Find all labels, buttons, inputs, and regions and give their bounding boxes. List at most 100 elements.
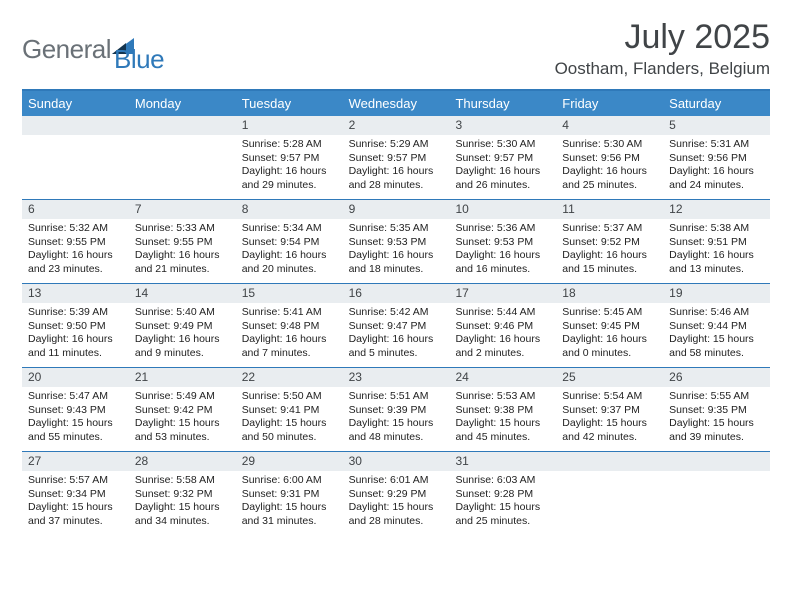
weekday-header: Sunday [22, 91, 129, 116]
day-number: 21 [129, 368, 236, 387]
calendar-day: 18Sunrise: 5:45 AMSunset: 9:45 PMDayligh… [556, 284, 663, 367]
day-number: 16 [343, 284, 450, 303]
calendar: SundayMondayTuesdayWednesdayThursdayFrid… [22, 89, 770, 535]
day-number: 18 [556, 284, 663, 303]
day-number: 26 [663, 368, 770, 387]
day-number: 9 [343, 200, 450, 219]
weekday-header: Wednesday [343, 91, 450, 116]
day-number: 12 [663, 200, 770, 219]
calendar-day: 5Sunrise: 5:31 AMSunset: 9:56 PMDaylight… [663, 116, 770, 199]
day-details: Sunrise: 5:33 AMSunset: 9:55 PMDaylight:… [129, 219, 236, 280]
calendar-day: 29Sunrise: 6:00 AMSunset: 9:31 PMDayligh… [236, 452, 343, 535]
day-number: 14 [129, 284, 236, 303]
day-number: 29 [236, 452, 343, 471]
day-number: 8 [236, 200, 343, 219]
calendar-page: General Blue July 2025 Oostham, Flanders… [0, 0, 792, 535]
day-number: 1 [236, 116, 343, 135]
day-number: 4 [556, 116, 663, 135]
day-number: 3 [449, 116, 556, 135]
logo: General Blue [22, 24, 164, 75]
day-details: Sunrise: 5:58 AMSunset: 9:32 PMDaylight:… [129, 471, 236, 532]
calendar-week: 6Sunrise: 5:32 AMSunset: 9:55 PMDaylight… [22, 200, 770, 284]
day-details: Sunrise: 5:54 AMSunset: 9:37 PMDaylight:… [556, 387, 663, 448]
day-details: Sunrise: 5:47 AMSunset: 9:43 PMDaylight:… [22, 387, 129, 448]
day-details: Sunrise: 5:40 AMSunset: 9:49 PMDaylight:… [129, 303, 236, 364]
calendar-day: 31Sunrise: 6:03 AMSunset: 9:28 PMDayligh… [449, 452, 556, 535]
day-number: 24 [449, 368, 556, 387]
calendar-grid: 1Sunrise: 5:28 AMSunset: 9:57 PMDaylight… [22, 116, 770, 535]
day-details: Sunrise: 5:49 AMSunset: 9:42 PMDaylight:… [129, 387, 236, 448]
day-number: 17 [449, 284, 556, 303]
calendar-day: 19Sunrise: 5:46 AMSunset: 9:44 PMDayligh… [663, 284, 770, 367]
calendar-day: 30Sunrise: 6:01 AMSunset: 9:29 PMDayligh… [343, 452, 450, 535]
day-number: 30 [343, 452, 450, 471]
day-details: Sunrise: 5:35 AMSunset: 9:53 PMDaylight:… [343, 219, 450, 280]
calendar-day [129, 116, 236, 199]
calendar-day: 23Sunrise: 5:51 AMSunset: 9:39 PMDayligh… [343, 368, 450, 451]
day-details: Sunrise: 5:55 AMSunset: 9:35 PMDaylight:… [663, 387, 770, 448]
day-details: Sunrise: 5:53 AMSunset: 9:38 PMDaylight:… [449, 387, 556, 448]
weekday-header: Monday [129, 91, 236, 116]
header: General Blue July 2025 Oostham, Flanders… [22, 18, 770, 79]
day-number: 20 [22, 368, 129, 387]
calendar-day: 3Sunrise: 5:30 AMSunset: 9:57 PMDaylight… [449, 116, 556, 199]
day-number [22, 116, 129, 135]
calendar-week: 13Sunrise: 5:39 AMSunset: 9:50 PMDayligh… [22, 284, 770, 368]
day-details: Sunrise: 5:44 AMSunset: 9:46 PMDaylight:… [449, 303, 556, 364]
day-number: 31 [449, 452, 556, 471]
day-number: 2 [343, 116, 450, 135]
day-details: Sunrise: 5:45 AMSunset: 9:45 PMDaylight:… [556, 303, 663, 364]
day-number: 23 [343, 368, 450, 387]
day-details: Sunrise: 5:28 AMSunset: 9:57 PMDaylight:… [236, 135, 343, 196]
calendar-day: 10Sunrise: 5:36 AMSunset: 9:53 PMDayligh… [449, 200, 556, 283]
weekday-header: Thursday [449, 91, 556, 116]
calendar-day: 15Sunrise: 5:41 AMSunset: 9:48 PMDayligh… [236, 284, 343, 367]
calendar-day: 27Sunrise: 5:57 AMSunset: 9:34 PMDayligh… [22, 452, 129, 535]
calendar-day: 21Sunrise: 5:49 AMSunset: 9:42 PMDayligh… [129, 368, 236, 451]
calendar-day: 1Sunrise: 5:28 AMSunset: 9:57 PMDaylight… [236, 116, 343, 199]
day-number: 19 [663, 284, 770, 303]
calendar-day: 17Sunrise: 5:44 AMSunset: 9:46 PMDayligh… [449, 284, 556, 367]
calendar-day: 7Sunrise: 5:33 AMSunset: 9:55 PMDaylight… [129, 200, 236, 283]
day-number [663, 452, 770, 471]
day-details: Sunrise: 5:37 AMSunset: 9:52 PMDaylight:… [556, 219, 663, 280]
calendar-day: 26Sunrise: 5:55 AMSunset: 9:35 PMDayligh… [663, 368, 770, 451]
day-details: Sunrise: 5:50 AMSunset: 9:41 PMDaylight:… [236, 387, 343, 448]
calendar-day: 25Sunrise: 5:54 AMSunset: 9:37 PMDayligh… [556, 368, 663, 451]
day-details: Sunrise: 6:00 AMSunset: 9:31 PMDaylight:… [236, 471, 343, 532]
day-number: 13 [22, 284, 129, 303]
day-number: 6 [22, 200, 129, 219]
day-details: Sunrise: 5:46 AMSunset: 9:44 PMDaylight:… [663, 303, 770, 364]
calendar-day: 16Sunrise: 5:42 AMSunset: 9:47 PMDayligh… [343, 284, 450, 367]
day-details: Sunrise: 5:30 AMSunset: 9:57 PMDaylight:… [449, 135, 556, 196]
calendar-week: 1Sunrise: 5:28 AMSunset: 9:57 PMDaylight… [22, 116, 770, 200]
calendar-day: 12Sunrise: 5:38 AMSunset: 9:51 PMDayligh… [663, 200, 770, 283]
calendar-day: 22Sunrise: 5:50 AMSunset: 9:41 PMDayligh… [236, 368, 343, 451]
day-details: Sunrise: 5:32 AMSunset: 9:55 PMDaylight:… [22, 219, 129, 280]
weekday-header: Tuesday [236, 91, 343, 116]
day-details: Sunrise: 5:30 AMSunset: 9:56 PMDaylight:… [556, 135, 663, 196]
day-number [556, 452, 663, 471]
day-details: Sunrise: 6:03 AMSunset: 9:28 PMDaylight:… [449, 471, 556, 532]
day-number: 27 [22, 452, 129, 471]
calendar-day: 11Sunrise: 5:37 AMSunset: 9:52 PMDayligh… [556, 200, 663, 283]
calendar-day: 8Sunrise: 5:34 AMSunset: 9:54 PMDaylight… [236, 200, 343, 283]
calendar-week: 20Sunrise: 5:47 AMSunset: 9:43 PMDayligh… [22, 368, 770, 452]
day-details: Sunrise: 5:34 AMSunset: 9:54 PMDaylight:… [236, 219, 343, 280]
calendar-week: 27Sunrise: 5:57 AMSunset: 9:34 PMDayligh… [22, 452, 770, 535]
day-number: 11 [556, 200, 663, 219]
calendar-day: 20Sunrise: 5:47 AMSunset: 9:43 PMDayligh… [22, 368, 129, 451]
day-details: Sunrise: 5:57 AMSunset: 9:34 PMDaylight:… [22, 471, 129, 532]
logo-text-blue: Blue [114, 44, 164, 75]
calendar-day: 6Sunrise: 5:32 AMSunset: 9:55 PMDaylight… [22, 200, 129, 283]
calendar-day: 14Sunrise: 5:40 AMSunset: 9:49 PMDayligh… [129, 284, 236, 367]
day-number: 22 [236, 368, 343, 387]
calendar-day [556, 452, 663, 535]
month-title: July 2025 [555, 18, 770, 57]
calendar-day: 28Sunrise: 5:58 AMSunset: 9:32 PMDayligh… [129, 452, 236, 535]
day-number: 15 [236, 284, 343, 303]
day-details: Sunrise: 6:01 AMSunset: 9:29 PMDaylight:… [343, 471, 450, 532]
day-number: 7 [129, 200, 236, 219]
weekday-header-row: SundayMondayTuesdayWednesdayThursdayFrid… [22, 91, 770, 116]
title-block: July 2025 Oostham, Flanders, Belgium [555, 18, 770, 79]
